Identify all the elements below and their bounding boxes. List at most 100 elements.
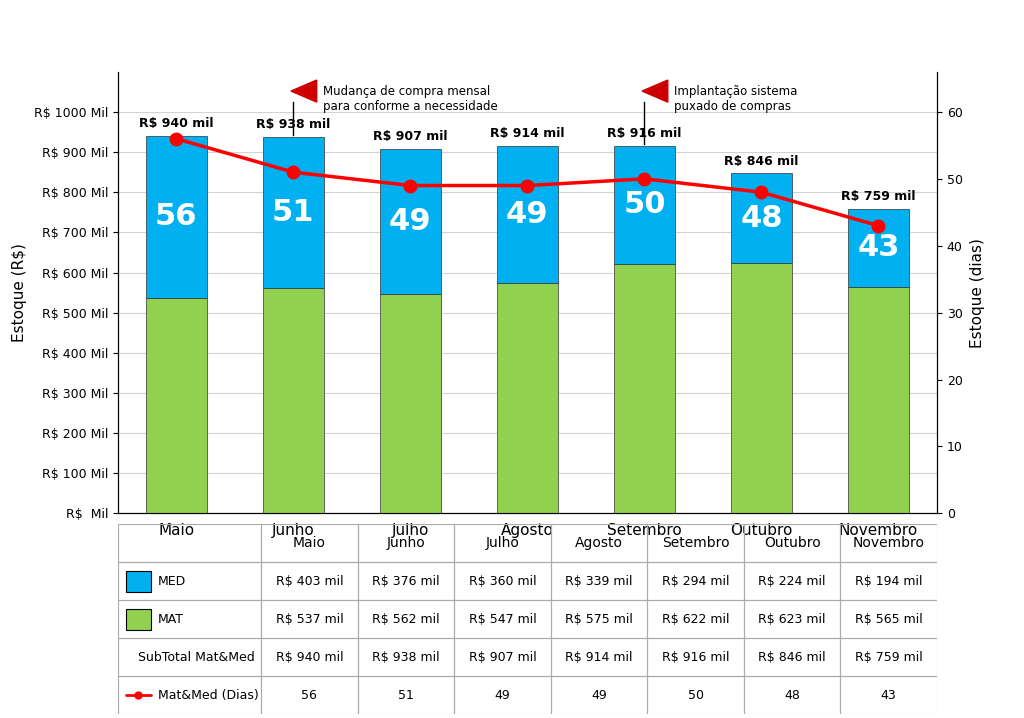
Text: R$ 759 mil: R$ 759 mil	[841, 190, 915, 202]
Text: R$ 294 mil: R$ 294 mil	[662, 574, 729, 588]
Text: R$ 224 mil: R$ 224 mil	[759, 574, 826, 588]
Text: R$ 339 mil: R$ 339 mil	[565, 574, 633, 588]
Y-axis label: Estoque (dias): Estoque (dias)	[970, 238, 985, 348]
Bar	[614, 264, 675, 513]
Text: R$ 846 mil: R$ 846 mil	[724, 155, 799, 168]
Text: R$ 938 mil: R$ 938 mil	[256, 118, 331, 131]
Text: Setembro: Setembro	[662, 536, 729, 550]
Text: 51: 51	[398, 689, 414, 702]
Polygon shape	[291, 80, 316, 102]
Bar	[263, 137, 324, 288]
Bar	[841, 524, 937, 562]
Bar	[263, 288, 324, 513]
Text: Novembro: Novembro	[853, 536, 925, 550]
Bar	[261, 638, 357, 676]
Bar	[497, 283, 558, 513]
Text: Julho: Julho	[485, 536, 519, 550]
Text: R$ 914 mil: R$ 914 mil	[565, 651, 633, 664]
Bar	[357, 638, 455, 676]
Bar	[743, 524, 841, 562]
Text: R$ 565 mil: R$ 565 mil	[855, 612, 923, 626]
Text: R$ 907 mil: R$ 907 mil	[373, 130, 447, 144]
Text: MED: MED	[158, 574, 185, 588]
Text: 56: 56	[155, 202, 198, 231]
Text: R$ 360 mil: R$ 360 mil	[469, 574, 537, 588]
Bar	[455, 676, 551, 714]
Bar	[261, 562, 357, 600]
Bar	[357, 524, 455, 562]
Text: R$ 940 mil: R$ 940 mil	[139, 117, 214, 130]
Bar	[647, 600, 743, 638]
Text: R$ 562 mil: R$ 562 mil	[372, 612, 439, 626]
Bar	[118, 600, 261, 638]
Bar	[647, 676, 743, 714]
Bar	[551, 524, 647, 562]
Bar	[731, 173, 792, 264]
Bar	[357, 676, 455, 714]
Bar	[497, 146, 558, 283]
Bar	[551, 562, 647, 600]
Bar	[743, 638, 841, 676]
Bar	[455, 638, 551, 676]
Bar	[848, 209, 909, 286]
Text: SubTotal Mat&Med: SubTotal Mat&Med	[138, 651, 255, 664]
Text: Implantação sistema
puxado de compras: Implantação sistema puxado de compras	[674, 85, 797, 113]
Bar	[841, 562, 937, 600]
Bar	[261, 600, 357, 638]
Text: 49: 49	[506, 200, 549, 229]
Bar	[455, 600, 551, 638]
Text: 56: 56	[301, 689, 317, 702]
Bar	[743, 600, 841, 638]
Bar	[357, 600, 455, 638]
Text: 48: 48	[740, 204, 782, 233]
Bar	[118, 638, 261, 676]
Bar	[380, 149, 440, 294]
Bar	[841, 676, 937, 714]
Bar	[551, 600, 647, 638]
Text: Outubro: Outubro	[764, 536, 820, 550]
Text: R$ 914 mil: R$ 914 mil	[490, 127, 564, 141]
Text: Agosto: Agosto	[575, 536, 623, 550]
Bar	[743, 562, 841, 600]
Bar	[455, 524, 551, 562]
Text: 50: 50	[687, 689, 703, 702]
Text: 49: 49	[389, 207, 432, 236]
Text: R$ 622 mil: R$ 622 mil	[662, 612, 729, 626]
Bar	[126, 571, 152, 592]
Bar	[551, 638, 647, 676]
Bar	[261, 524, 357, 562]
Text: R$ 575 mil: R$ 575 mil	[565, 612, 633, 626]
Bar	[848, 286, 909, 513]
Text: 49: 49	[591, 689, 607, 702]
Bar	[647, 562, 743, 600]
Text: R$ 916 mil: R$ 916 mil	[662, 651, 729, 664]
Bar	[551, 676, 647, 714]
Bar	[145, 136, 207, 298]
Bar	[841, 638, 937, 676]
Bar	[743, 676, 841, 714]
Bar	[731, 264, 792, 513]
Text: 43: 43	[881, 689, 897, 702]
Text: 50: 50	[624, 190, 666, 219]
Text: Maio: Maio	[293, 536, 326, 550]
Text: 48: 48	[784, 689, 800, 702]
Bar	[118, 524, 261, 562]
Text: R$ 846 mil: R$ 846 mil	[759, 651, 826, 664]
Text: R$ 759 mil: R$ 759 mil	[855, 651, 923, 664]
Text: 43: 43	[857, 233, 900, 262]
Text: R$ 547 mil: R$ 547 mil	[469, 612, 537, 626]
Text: R$ 403 mil: R$ 403 mil	[275, 574, 343, 588]
Text: R$ 907 mil: R$ 907 mil	[469, 651, 537, 664]
Text: R$ 938 mil: R$ 938 mil	[372, 651, 439, 664]
Bar	[357, 562, 455, 600]
Bar	[841, 600, 937, 638]
Bar	[455, 562, 551, 600]
Polygon shape	[642, 80, 668, 102]
Y-axis label: Estoque (R$): Estoque (R$)	[11, 243, 27, 342]
Text: R$ 194 mil: R$ 194 mil	[855, 574, 923, 588]
Text: 49: 49	[495, 689, 510, 702]
Bar	[118, 676, 261, 714]
Text: R$ 537 mil: R$ 537 mil	[275, 612, 343, 626]
Bar	[647, 524, 743, 562]
Bar	[261, 676, 357, 714]
